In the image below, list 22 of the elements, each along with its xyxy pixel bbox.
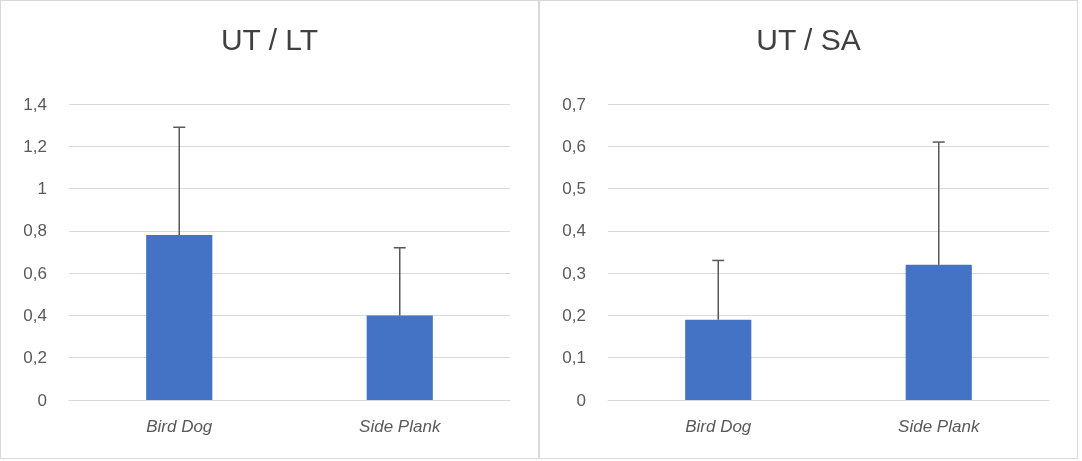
- y-tick-label: 0,6: [23, 263, 47, 283]
- y-tick-label: 0,1: [562, 348, 586, 368]
- y-tick-label: 0,3: [562, 263, 586, 283]
- y-tick-label: 0: [37, 390, 47, 410]
- chart-title: UT / SA: [756, 22, 861, 56]
- x-tick-label: Bird Dog: [146, 417, 213, 436]
- y-tick-label: 0,2: [562, 305, 586, 325]
- x-tick-label: Side Plank: [898, 417, 981, 436]
- x-tick-label: Bird Dog: [685, 417, 752, 436]
- y-tick-label: 0: [576, 390, 586, 410]
- chart-title: UT / LT: [220, 22, 319, 56]
- y-tick-label: 0,4: [23, 305, 47, 325]
- x-tick-label: Side Plank: [359, 417, 442, 436]
- y-tick-label: 0,5: [562, 179, 586, 199]
- y-tick-label: 1,4: [23, 94, 47, 114]
- y-tick-label: 0,6: [562, 136, 586, 156]
- y-tick-label: 0,4: [562, 221, 586, 241]
- y-tick-label: 1,2: [23, 136, 47, 156]
- y-tick-label: 0,2: [23, 348, 47, 368]
- y-tick-label: 1: [37, 179, 47, 199]
- y-tick-label: 0,8: [23, 221, 47, 241]
- y-tick-label: 0,7: [562, 94, 586, 114]
